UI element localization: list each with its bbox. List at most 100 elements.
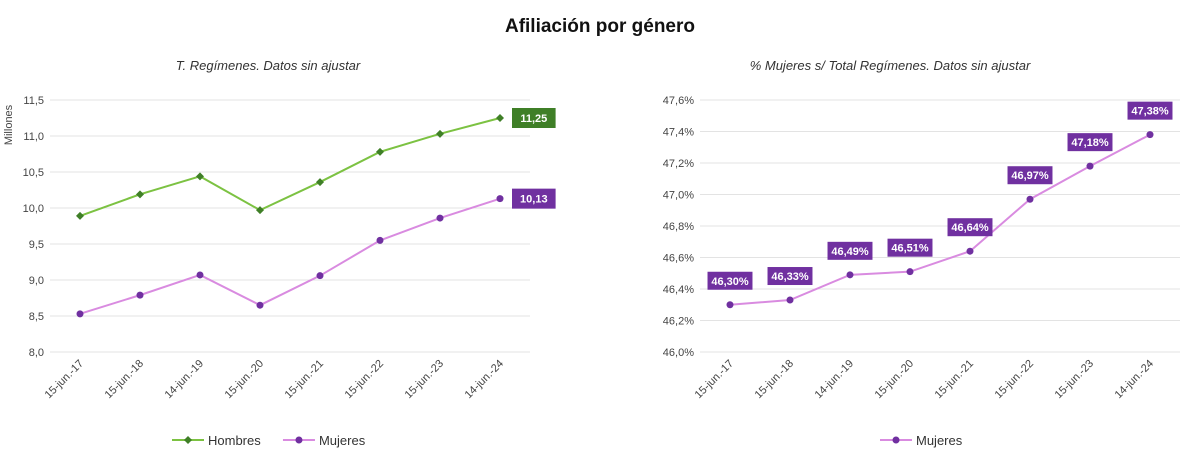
x-tick-label: 15-jun.-23 [1053,358,1097,402]
data-label-box [947,218,993,237]
x-tick-label: 15-jun.-18 [753,358,797,402]
chart-subtitle: % Mujeres s/ Total Regímenes. Datos sin … [750,58,1031,73]
data-point-hombres [496,114,504,122]
x-tick-label: 14-jun.-24 [1113,358,1157,402]
data-label-box [767,267,813,286]
x-tick-label: 15-jun.-22 [343,358,387,402]
data-point-hombres [196,172,204,181]
series-line-mujeres [729,133,1151,306]
data-label-box [512,188,556,209]
y-tick-label: 47,2% [663,158,694,170]
data-label: 46,64% [951,222,989,234]
data-point-hombres [436,129,444,138]
data-label: 10,13 [520,194,548,206]
series-line-mujeres [79,197,501,315]
legend-marker [184,436,192,444]
data-label-box [707,271,753,290]
data-point-mujeres [1146,131,1154,139]
data-label-box [512,108,556,128]
data-label-box [1007,166,1053,185]
series-line-hombres [79,117,501,217]
data-point-mujeres [256,301,264,309]
data-point-mujeres [846,271,854,279]
y-axis-title: Millones [3,104,15,145]
legend-marker [892,436,900,444]
data-point-hombres [316,178,324,187]
data-label: 46,97% [1011,170,1049,182]
data-point-mujeres [196,271,204,279]
x-tick-label: 14-jun.-19 [163,358,207,402]
data-label: 46,33% [771,271,809,283]
data-point-hombres [256,206,264,215]
data-point-mujeres [496,195,504,203]
legend: Hombres Mujeres [172,433,366,448]
y-tick-label: 46,4% [663,284,694,296]
y-tick-label: 8,0 [29,347,44,359]
x-tick-label: 15-jun.-20 [223,358,267,402]
y-tick-label: 8,5 [29,311,44,323]
data-point-mujeres [1086,162,1094,170]
data-label-box [827,241,873,260]
x-tick-label: 15-jun.-17 [43,358,87,402]
y-tick-label: 47,6% [663,95,694,107]
data-label: 47,38% [1131,106,1169,118]
page-title: Afiliación por género [504,16,696,37]
data-point-hombres [136,190,144,199]
y-tick-label: 46,6% [663,253,694,265]
plot-area: 11,25 10,13 [76,108,556,318]
data-point-mujeres [436,214,444,222]
x-tick-label: 14-jun.-24 [463,358,507,402]
chart-subtitle: T. Regímenes. Datos sin ajustar [176,58,361,73]
y-tick-label: 46,2% [663,316,694,328]
x-tick-label: 15-jun.-20 [873,358,917,402]
y-axis: 8,0 8,5 9,0 9,5 10,0 10,5 11,0 11,5 [23,95,44,359]
x-tick-label: 15-jun.-23 [403,358,447,402]
x-tick-label: 15-jun.-22 [993,358,1037,402]
data-point-hombres [376,147,384,156]
plot-area: 46,30% 46,33% 46,49% 46,51% 46,64% 46,97% 47,1… [707,101,1173,309]
x-axis: 15-jun.-17 15-jun.-18 14-jun.-19 15-jun.-20… [693,358,1157,402]
y-tick-label: 10,0 [23,203,44,215]
data-label-box [1067,133,1113,152]
y-tick-label: 47,0% [663,190,694,202]
chart-pct-mujeres: % Mujeres s/ Total Regímenes. Datos sin … [663,58,1180,448]
y-tick-label: 10,5 [23,167,44,179]
data-label: 46,30% [711,276,749,288]
x-tick-label: 15-jun.-21 [283,358,327,402]
y-tick-label: 46,8% [663,221,694,233]
legend-label-hombres: Hombres [208,433,261,448]
grid [50,99,530,353]
data-point-mujeres [376,236,384,244]
x-tick-label: 15-jun.-17 [693,358,737,402]
x-tick-label: 15-jun.-21 [933,358,977,402]
data-label: 11,25 [520,113,547,125]
legend-label-mujeres: Mujeres [916,433,963,448]
data-label: 46,51% [891,243,929,255]
data-label-box [1127,101,1173,120]
y-tick-label: 9,0 [29,275,44,287]
data-point-hombres [76,211,84,220]
y-tick-label: 47,4% [663,127,694,139]
data-point-mujeres [136,291,144,299]
y-axis: 46,0% 46,2% 46,4% 46,6% 46,8% 47,0% 47,2% 47,4%… [663,95,694,359]
x-tick-label: 14-jun.-19 [813,358,857,402]
data-label: 47,18% [1071,137,1109,149]
y-tick-label: 11,0 [23,131,44,143]
y-tick-label: 11,5 [23,95,44,107]
data-point-mujeres [76,310,84,318]
grid [700,99,1180,353]
data-label: 46,49% [831,246,869,258]
data-point-mujeres [726,301,734,309]
data-point-mujeres [316,272,324,280]
data-point-mujeres [906,268,914,276]
data-point-mujeres [786,296,794,304]
legend: Mujeres [880,433,963,448]
y-tick-label: 9,5 [29,239,44,251]
legend-label-mujeres: Mujeres [319,433,366,448]
legend-marker [295,436,303,444]
chart-total-regimenes: T. Regímenes. Datos sin ajustar Millones… [3,58,556,448]
data-point-mujeres [966,247,974,255]
y-tick-label: 46,0% [663,347,694,359]
x-axis: 15-jun.-17 15-jun.-18 14-jun.-19 15-jun.-20… [43,358,507,402]
data-point-mujeres [1026,195,1034,203]
